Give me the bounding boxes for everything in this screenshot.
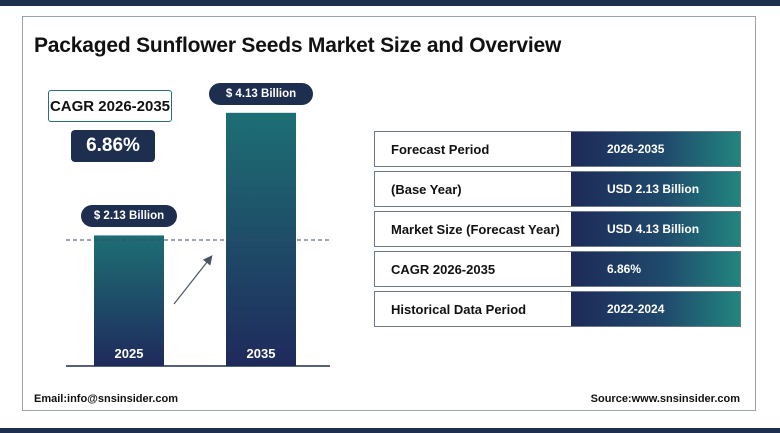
table-row: (Base Year) USD 2.13 Billion [374,171,741,207]
cagr-label-box: CAGR 2026-2035 [48,90,172,122]
tick-label-2035: 2035 [247,346,276,361]
data-label-2035: $ 4.13 Billion [209,82,313,105]
bar-2035 [226,112,296,366]
footer-email[interactable]: Email:info@snsinsider.com [34,393,178,405]
footer-source[interactable]: Source:www.snsinsider.com [590,393,740,405]
table-row: Historical Data Period 2022-2024 [374,291,741,327]
row-value: USD 2.13 Billion [571,172,740,206]
row-value: USD 4.13 Billion [571,212,740,246]
bar-2025 [94,235,164,366]
table-row: Market Size (Forecast Year) USD 4.13 Bil… [374,211,741,247]
cagr-value-badge: 6.86% [71,130,155,162]
table-row: Forecast Period 2026-2035 [374,131,741,167]
data-label-2025: $ 2.13 Billion [81,205,177,228]
growth-arrow [173,255,213,305]
top-band [0,0,780,6]
market-summary-table: Forecast Period 2026-2035 (Base Year) US… [374,131,741,331]
row-value: 2022-2024 [571,292,740,326]
tick-label-2025: 2025 [115,346,144,361]
row-label: Historical Data Period [375,292,571,326]
row-value: 2026-2035 [571,132,740,166]
row-label: CAGR 2026-2035 [375,252,571,286]
row-label: Market Size (Forecast Year) [375,212,571,246]
bottom-band [0,428,780,433]
row-value: 6.86% [571,252,740,286]
page-title: Packaged Sunflower Seeds Market Size and… [34,34,562,57]
row-label: Forecast Period [375,132,571,166]
table-row: CAGR 2026-2035 6.86% [374,251,741,287]
row-label: (Base Year) [375,172,571,206]
